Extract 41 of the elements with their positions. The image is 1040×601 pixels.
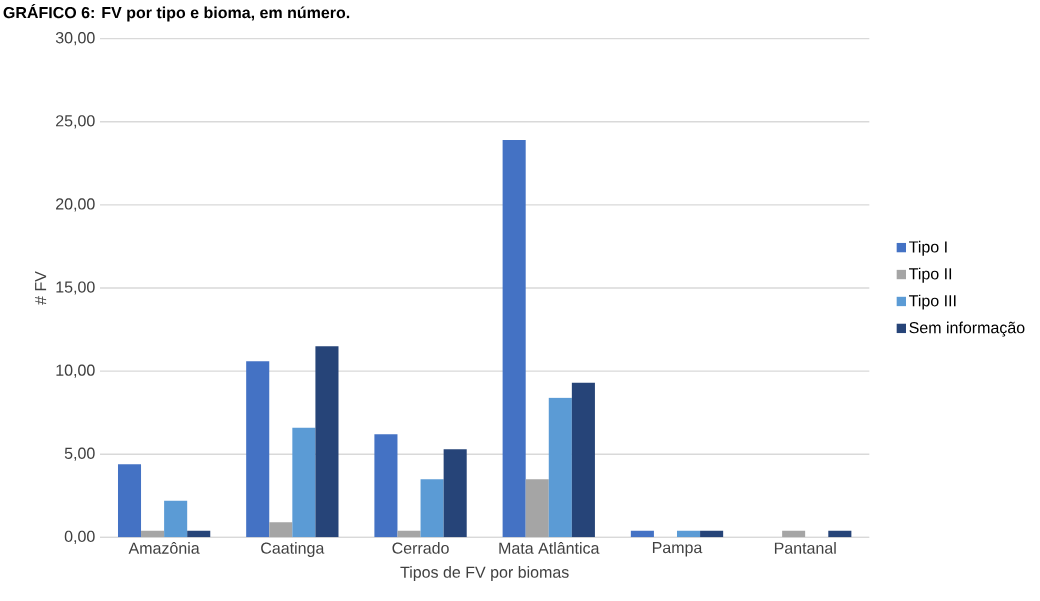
x-axis-title: Tipos de FV por biomas [400,566,569,582]
x-tick-label: Cerrado [392,542,449,554]
y-tick-label: 15,00 [56,281,95,295]
legend-label: Sem informação [909,321,1025,337]
legend-label: Tipo III [909,294,956,310]
bar [525,479,549,538]
bar [292,427,316,538]
y-axis-title: # FV [35,271,47,305]
bar [828,530,852,538]
bar [246,361,270,538]
bar [548,397,572,538]
y-tick-label: 20,00 [56,198,95,212]
bar [782,530,806,538]
bar [676,530,701,538]
bar [164,500,188,538]
y-tick-label: 0,00 [64,530,95,544]
x-tick-label: Amazônia [128,542,200,554]
y-tick-label: 10,00 [56,364,95,378]
bar [700,530,724,538]
bar [397,530,421,538]
y-tick-label: 5,00 [64,447,95,461]
bar [571,382,595,538]
bar [141,530,165,538]
chart-title: GRÁFICO 6: FV por tipo e bioma, em número. [3,3,350,22]
bar [502,140,526,538]
bar [630,530,654,538]
legend-label: Tipo I [909,240,947,256]
bar [117,464,142,538]
bar [269,522,293,538]
x-tick-label: Pantanal [774,542,836,554]
bar [315,346,339,538]
x-tick-label: Mata Atlântica [499,542,600,554]
x-tick-label: Caatinga [261,542,325,557]
y-tick-label: 25,00 [56,115,95,129]
y-tick-label: 30,00 [55,32,95,46]
bar [420,479,444,538]
x-tick-label: Pampa [652,542,703,557]
bar [443,449,467,538]
legend-label: Tipo II [909,267,952,283]
bar [187,530,211,538]
bar [374,434,398,538]
